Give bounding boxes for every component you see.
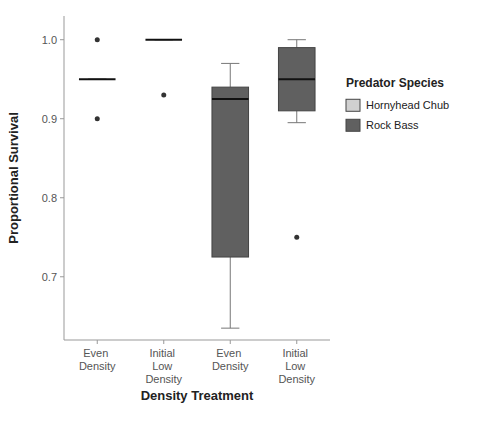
flier (95, 116, 100, 121)
cap-high (221, 63, 239, 64)
box (79, 79, 116, 80)
chart: 0.70.80.91.0Even DensityInitial Low Dens… (0, 0, 500, 423)
y-tick (60, 118, 64, 119)
y-tick-label: 0.7 (42, 271, 57, 283)
whisker-low (296, 111, 297, 123)
x-tick-label-line: Even (83, 347, 111, 359)
y-tick-label: 1.0 (42, 34, 57, 46)
x-tick-label-line: Density (278, 373, 315, 385)
median (278, 78, 315, 80)
legend-title: Predator Species (346, 76, 444, 90)
box-group (145, 40, 182, 98)
x-tick (163, 340, 164, 344)
median (212, 98, 249, 100)
y-axis-label: Proportional Survival (6, 112, 21, 243)
flier (294, 235, 299, 240)
cap-low (221, 328, 239, 329)
x-tick-label: Even Density (212, 347, 249, 372)
whisker-high (230, 63, 231, 87)
x-tick-label-line: Even (216, 347, 244, 359)
x-tick-label-line: Initial (149, 347, 178, 359)
x-axis-label: Density Treatment (141, 388, 254, 403)
y-tick (60, 276, 64, 277)
flier (161, 93, 166, 98)
x-tick-label-line: Initial (282, 347, 311, 359)
whisker-high (296, 40, 297, 48)
legend: Predator Species Hornyhead Chub Rock Bass (346, 76, 449, 131)
x-tick-label-line: Density (212, 360, 249, 372)
legend-label: Hornyhead Chub (366, 99, 449, 111)
box (212, 87, 249, 257)
plot-area (79, 37, 315, 328)
median (79, 78, 116, 80)
x-tick-label-line: Density (79, 360, 116, 372)
x-tick-label: Initial Low Density (145, 347, 182, 385)
y-tick-label: 0.9 (42, 113, 57, 125)
median (145, 39, 182, 41)
box-group (278, 40, 315, 240)
cap-low (288, 122, 306, 123)
box-group (212, 63, 249, 328)
box (278, 48, 315, 111)
legend-swatch (346, 99, 360, 111)
y-tick (60, 39, 64, 40)
legend-swatch (346, 119, 360, 131)
x-tick-label: Even Density (79, 347, 116, 372)
x-tick-label-line: Low (285, 360, 308, 372)
y-axis-line (64, 16, 65, 340)
box (145, 39, 182, 40)
x-tick-label: Initial Low Density (278, 347, 315, 385)
flier (95, 37, 100, 42)
x-tick-label-line: Density (145, 373, 182, 385)
x-tick (230, 340, 231, 344)
y-tick-label: 0.8 (42, 192, 57, 204)
box-group (79, 37, 116, 121)
y-tick (60, 197, 64, 198)
cap-high (288, 39, 306, 40)
legend-label: Rock Bass (366, 119, 419, 131)
x-axis-line (64, 340, 330, 341)
whisker-low (230, 257, 231, 328)
x-tick (97, 340, 98, 344)
x-tick (296, 340, 297, 344)
x-tick-label-line: Low (152, 360, 175, 372)
